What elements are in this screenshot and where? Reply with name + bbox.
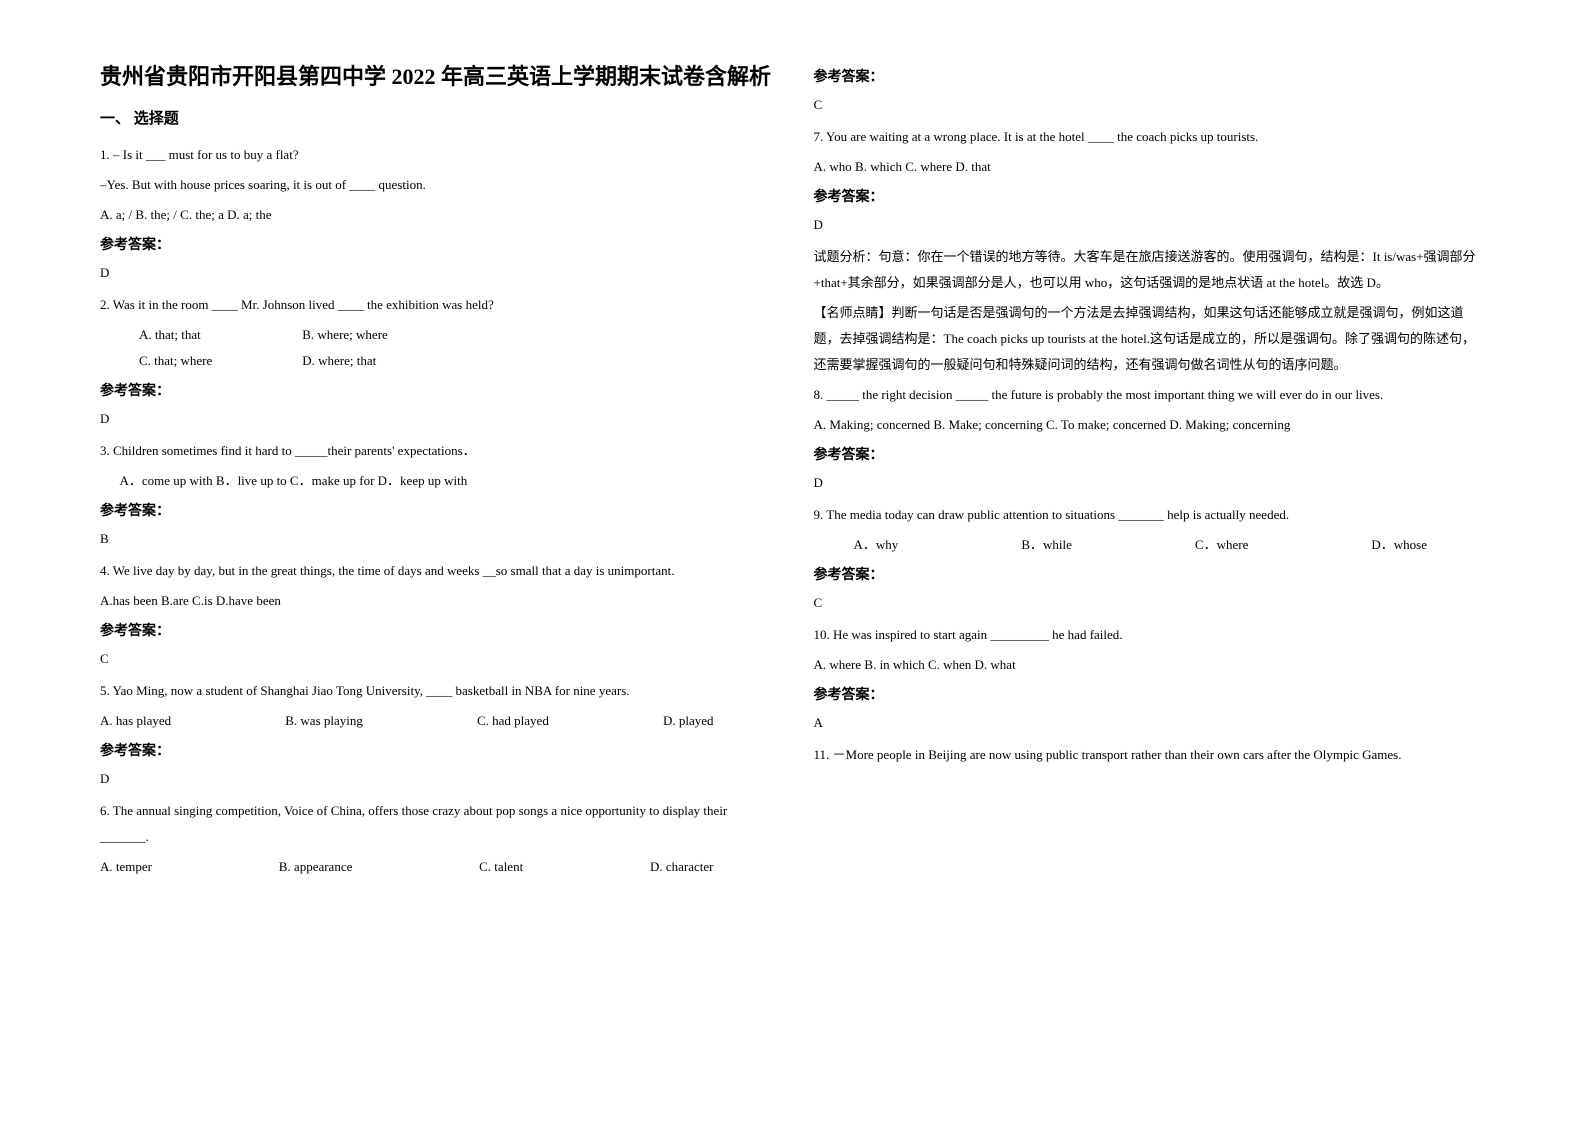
right-column: 参考答案： C 7. You are waiting at a wrong pl… [794, 60, 1508, 1062]
q5-optC: C. had played [477, 708, 549, 734]
answer-label: 参考答案： [100, 234, 774, 254]
answer-label: 参考答案： [100, 740, 774, 760]
answer-label: 参考答案： [814, 186, 1488, 206]
q6-answer: C [814, 92, 1488, 118]
q6-text: 6. The annual singing competition, Voice… [100, 798, 774, 850]
q3-options: A．come up with B．live up to C．make up fo… [100, 468, 774, 494]
q4-answer: C [100, 646, 774, 672]
q7-options: A. who B. which C. where D. that [814, 154, 1488, 180]
q10-answer: A [814, 710, 1488, 736]
answer-label: 参考答案： [100, 620, 774, 640]
q1-line1: 1. – Is it ___ must for us to buy a flat… [100, 142, 774, 168]
q9-text: 9. The media today can draw public atten… [814, 502, 1488, 528]
q9-optD: D．whose [1371, 532, 1427, 558]
q6-options: A. temper B. appearance C. talent D. cha… [100, 854, 774, 880]
q8-options: A. Making; concerned B. Make; concerning… [814, 412, 1488, 438]
q1-line2: –Yes. But with house prices soaring, it … [100, 172, 774, 198]
q7-analysis2: 【名师点睛】判断一句话是否是强调句的一个方法是去掉强调结构，如果这句话还能够成立… [814, 300, 1488, 378]
section-heading: 一、 选择题 [100, 107, 774, 128]
q2-options-row2: C. that; where D. where; that [100, 348, 774, 374]
q8-answer: D [814, 470, 1488, 496]
document-title: 贵州省贵阳市开阳县第四中学 2022 年高三英语上学期期末试卷含解析 [100, 60, 774, 93]
q5-optB: B. was playing [285, 708, 363, 734]
answer-label: 参考答案： [814, 684, 1488, 704]
q7-text: 7. You are waiting at a wrong place. It … [814, 124, 1488, 150]
q3-text: 3. Children sometimes find it hard to __… [100, 438, 774, 464]
q5-options: A. has played B. was playing C. had play… [100, 708, 774, 734]
q5-optA: A. has played [100, 708, 171, 734]
answer-label: 参考答案： [814, 444, 1488, 464]
q8-text: 8. _____ the right decision _____ the fu… [814, 382, 1488, 408]
q5-text: 5. Yao Ming, now a student of Shanghai J… [100, 678, 774, 704]
q10-options: A. where B. in which C. when D. what [814, 652, 1488, 678]
q2-options-row1: A. that; that B. where; where [100, 322, 774, 348]
q7-analysis1: 试题分析：句意：你在一个错误的地方等待。大客车是在旅店接送游客的。使用强调句，结… [814, 244, 1488, 296]
q9-optA: A．why [854, 532, 899, 558]
q9-options: A．why B．while C．where D．whose [814, 532, 1488, 558]
q3-answer: B [100, 526, 774, 552]
q2-answer: D [100, 406, 774, 432]
q9-optC: C．where [1195, 532, 1248, 558]
q2-text: 2. Was it in the room ____ Mr. Johnson l… [100, 292, 774, 318]
q2-optA: A. that; that [120, 322, 280, 348]
q6-optD: D. character [650, 854, 714, 880]
q5-optD: D. played [663, 708, 714, 734]
q11-text: 11. －More people in Beijing are now usin… [814, 742, 1488, 768]
q10-text: 10. He was inspired to start again _____… [814, 622, 1488, 648]
left-column: 贵州省贵阳市开阳县第四中学 2022 年高三英语上学期期末试卷含解析 一、 选择… [80, 60, 794, 1062]
q6-optC: C. talent [479, 854, 523, 880]
answer-label: 参考答案： [814, 564, 1488, 584]
answer-label: 参考答案： [814, 66, 1488, 86]
q1-answer: D [100, 260, 774, 286]
q5-answer: D [100, 766, 774, 792]
q4-text: 4. We live day by day, but in the great … [100, 558, 774, 584]
answer-label: 参考答案： [100, 380, 774, 400]
q2-optD: D. where; that [283, 348, 443, 374]
q6-optB: B. appearance [279, 854, 353, 880]
q4-options: A.has been B.are C.is D.have been [100, 588, 774, 614]
q6-optA: A. temper [100, 854, 152, 880]
q2-optC: C. that; where [120, 348, 280, 374]
q2-optB: B. where; where [283, 322, 443, 348]
q9-optB: B．while [1021, 532, 1072, 558]
q1-options: A. a; / B. the; / C. the; a D. a; the [100, 202, 774, 228]
answer-label: 参考答案： [100, 500, 774, 520]
q7-answer: D [814, 212, 1488, 238]
q9-answer: C [814, 590, 1488, 616]
